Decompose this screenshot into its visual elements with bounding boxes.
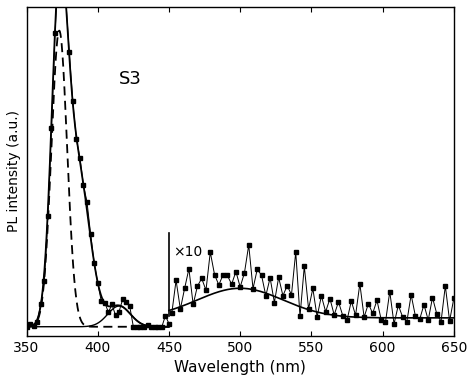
Text: ×10: ×10	[173, 245, 202, 259]
Y-axis label: PL intensity (a.u.): PL intensity (a.u.)	[7, 110, 21, 232]
X-axis label: Wavelength (nm): Wavelength (nm)	[174, 360, 306, 375]
Text: S3: S3	[119, 70, 142, 88]
